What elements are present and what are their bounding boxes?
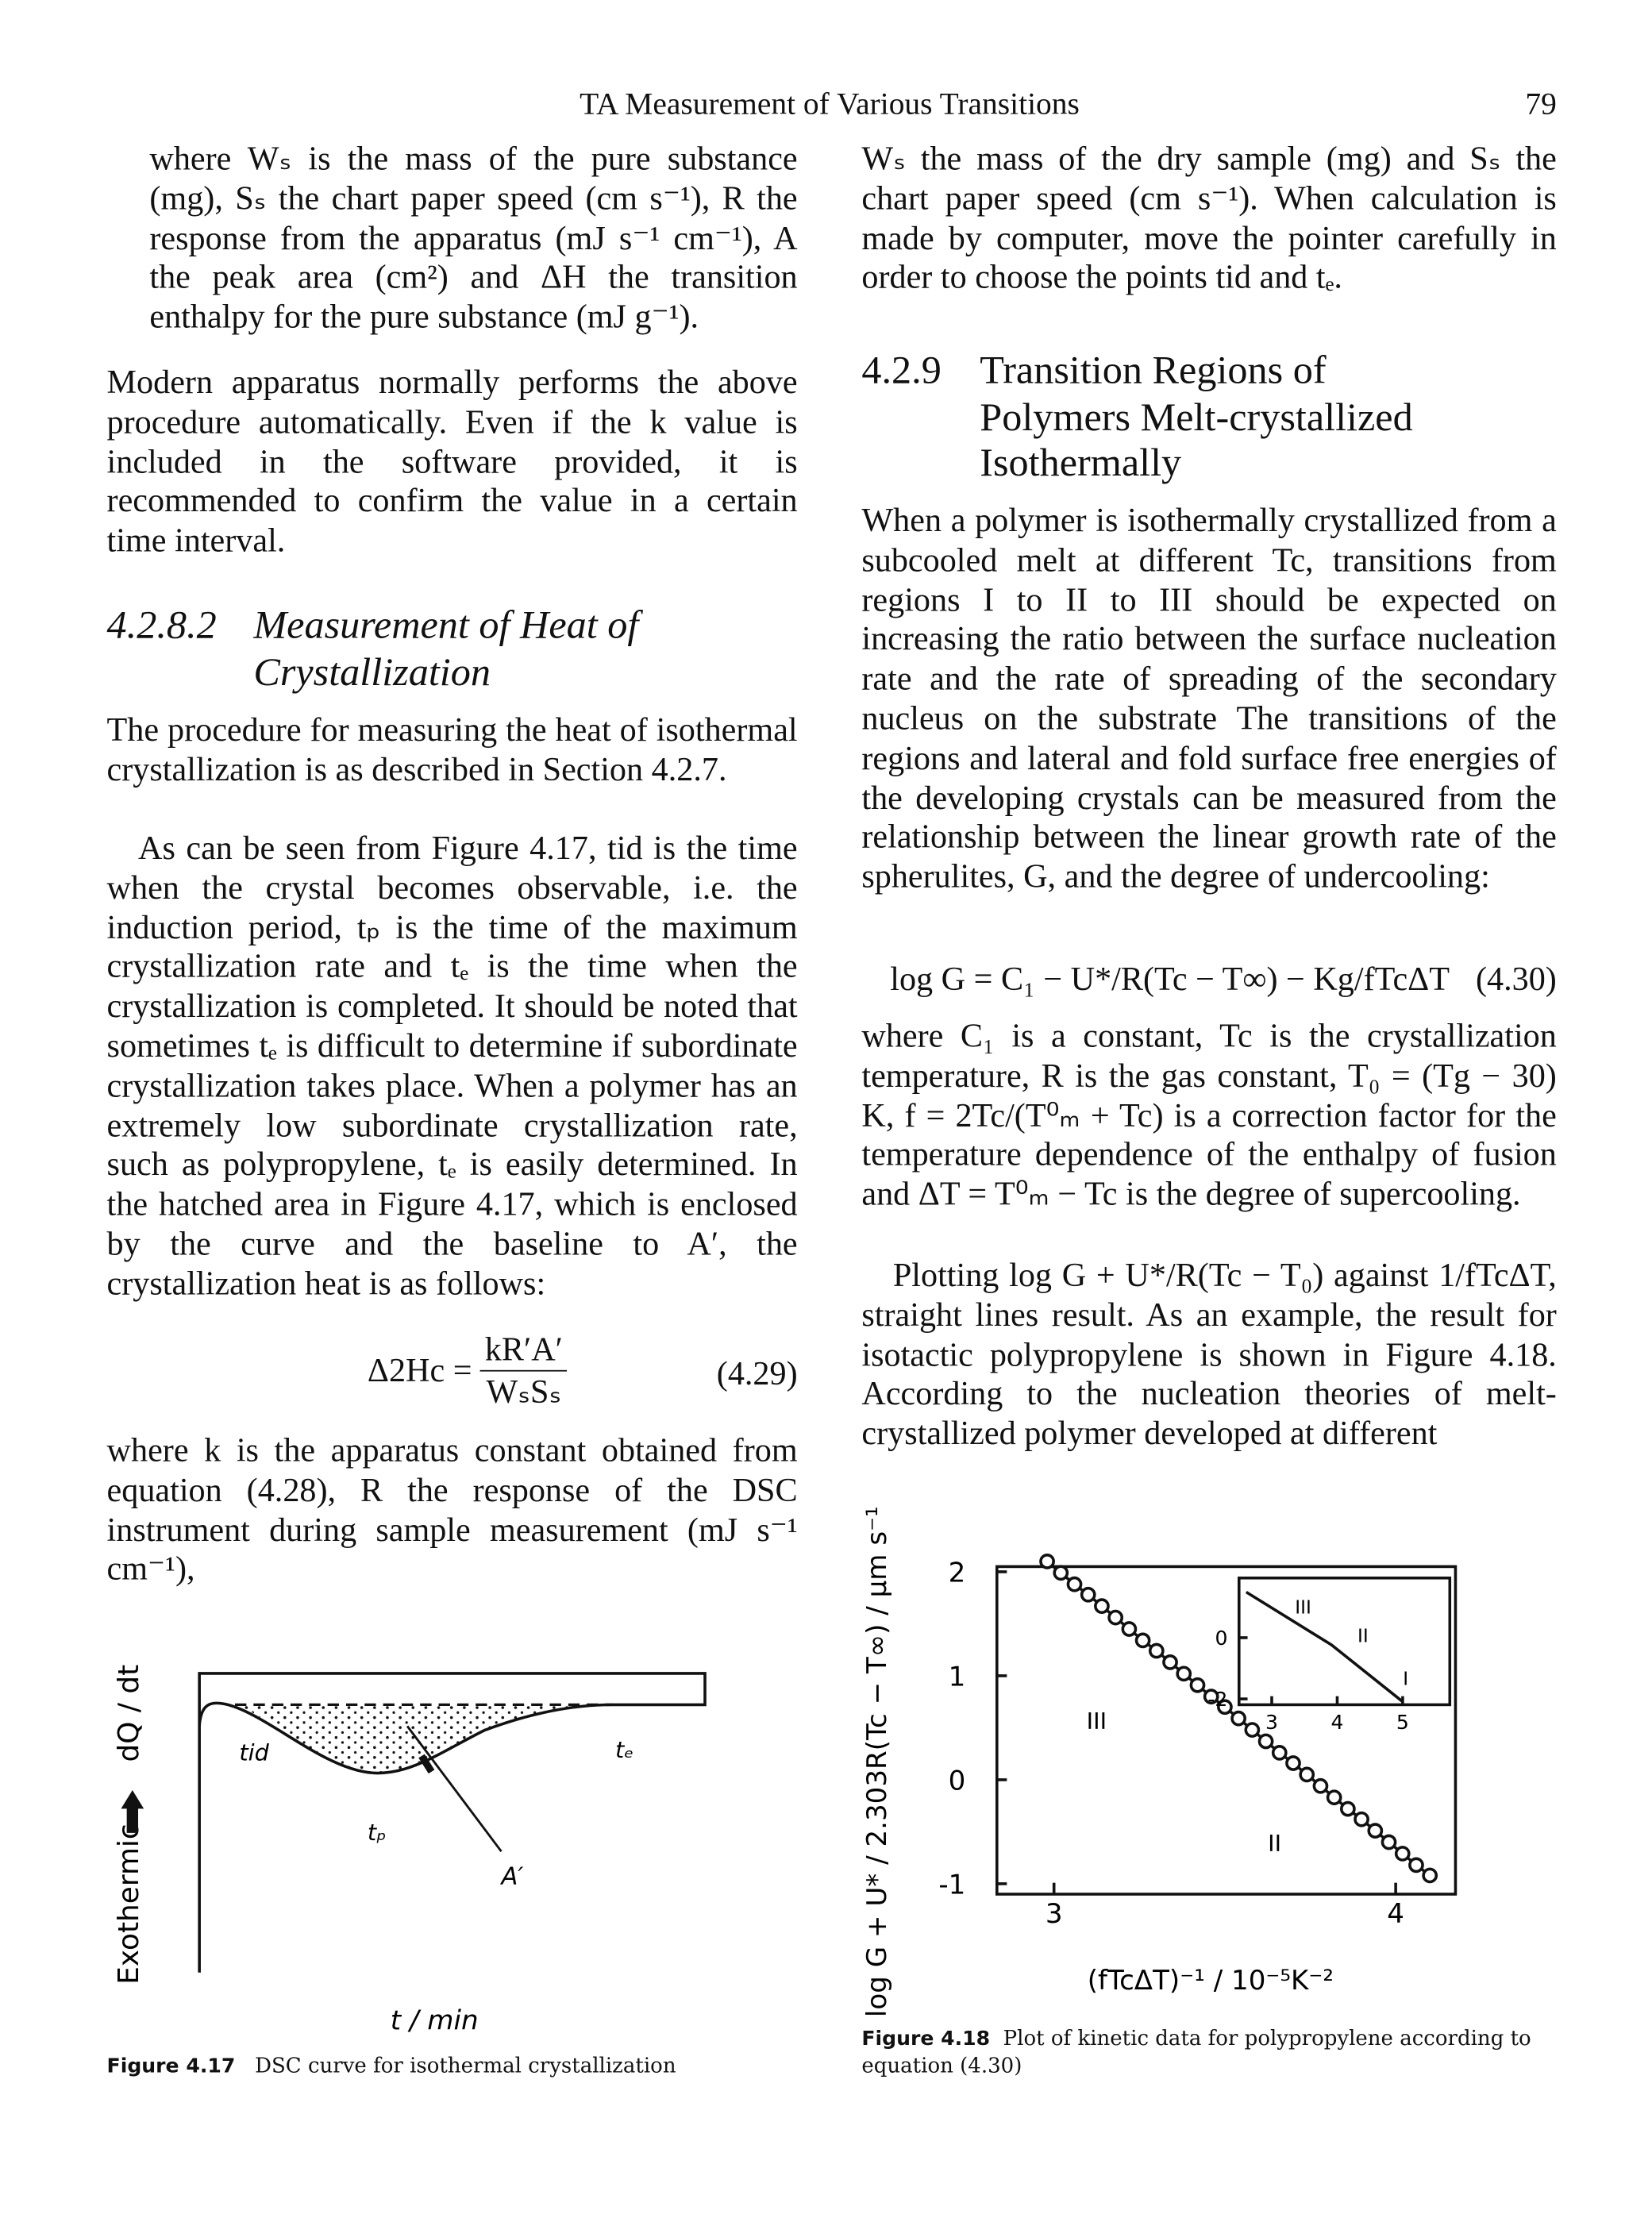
region-label: III: [1087, 1708, 1107, 1735]
hatched-area: [235, 1704, 613, 1773]
data-point: [1408, 1857, 1424, 1873]
data-point: [1066, 1576, 1083, 1592]
figure-4-17: Exothermic dQ / dt tid tₚ tₑ A′ t / min: [113, 1665, 707, 2036]
paragraph: As can be seen from Figure 4.17, tid is …: [106, 830, 798, 1304]
figure-caption: Figure 4.18 Plot of kinetic data for pol…: [861, 2027, 1559, 2081]
data-point: [1039, 1553, 1055, 1569]
inset-x-tick-label: 5: [1396, 1711, 1409, 1734]
paragraph: Modern apparatus normally performs the a…: [106, 364, 798, 560]
paragraph: where Wₛ is the mass of the pure substan…: [149, 141, 798, 337]
data-point: [1189, 1677, 1206, 1693]
section-title: Measurement of Heat of Crystallization: [253, 603, 639, 695]
paragraph: Wₛ the mass of the dry sample (mg) and S…: [861, 141, 1557, 297]
data-point: [1422, 1867, 1438, 1884]
inset-x-tick-label: 3: [1265, 1711, 1278, 1734]
paragraph: When a polymer is isothermally crystalli…: [861, 503, 1557, 896]
point-label: tid: [239, 1739, 269, 1766]
data-point: [1285, 1755, 1301, 1771]
figure-caption: Figure 4.17 DSC curve for isothermal cry…: [107, 2054, 798, 2081]
equation-number: (4.30): [1475, 961, 1557, 999]
data-point: [1121, 1621, 1138, 1637]
plot-frame: [995, 1565, 1458, 1896]
section-title: Transition Regions of Polymers Melt-crys…: [980, 349, 1413, 486]
data-point: [1203, 1689, 1219, 1705]
inset-line: [1245, 1590, 1404, 1703]
fraction: kR′A′ WₛSₛ: [480, 1331, 568, 1413]
pointer-mark: [418, 1754, 435, 1774]
data-point: [1257, 1733, 1274, 1750]
x-axis-label: (fTcΔT)⁻¹ / 10⁻⁵K⁻²: [1088, 1965, 1334, 1997]
pointer-line: [406, 1725, 503, 1853]
page-number: 79: [1525, 85, 1557, 121]
data-point: [1107, 1609, 1124, 1626]
caption-label: Figure 4.18: [861, 2028, 991, 2051]
equation-number: (4.29): [716, 1355, 798, 1393]
data-point: [1367, 1823, 1384, 1839]
caption-text: DSC curve for isothermal crystallization: [255, 2054, 676, 2078]
section-heading: 4.2.8.2 Measurement of Heat of Crystalli…: [107, 604, 798, 697]
data-point: [1394, 1846, 1411, 1862]
paragraph: where C₁ is a constant, Tc is the crysta…: [861, 1018, 1557, 1214]
data-point: [1312, 1777, 1329, 1794]
y-tick-label: -1: [938, 1869, 965, 1900]
data-point: [1162, 1654, 1178, 1670]
section-heading: 4.2.9 Transition Regions of Polymers Mel…: [861, 349, 1556, 488]
y-tick-label: 1: [949, 1661, 966, 1692]
data-point: [1299, 1766, 1315, 1783]
inset-x-tick-label: 4: [1330, 1711, 1343, 1734]
data-point: [1053, 1565, 1069, 1581]
paragraph: where k is the apparatus constant obtain…: [106, 1432, 798, 1589]
numerator: kR′A′: [484, 1331, 563, 1369]
data-point: [1271, 1745, 1288, 1761]
x-tick-label: 4: [1387, 1898, 1404, 1930]
paragraph: Plotting log G + U*/R(Tc − T₀) against 1…: [861, 1257, 1557, 1454]
data-point: [1381, 1834, 1397, 1850]
denominator: WₛSₛ: [480, 1369, 568, 1413]
dsc-curve: [198, 1672, 707, 1973]
data-point: [1230, 1710, 1246, 1727]
inset-frame: [1237, 1576, 1452, 1707]
region-label: II: [1268, 1830, 1281, 1857]
data-point: [1148, 1642, 1165, 1659]
inset-y-tick-label: 0: [1215, 1627, 1227, 1650]
inset-region-label: I: [1403, 1668, 1408, 1689]
data-point: [1326, 1789, 1342, 1806]
caption-label: Figure 4.17: [106, 2054, 236, 2078]
point-label: tₚ: [368, 1819, 387, 1846]
data-point: [1244, 1722, 1261, 1738]
equation: Δ2Hc = kR′A′ WₛSₛ: [368, 1331, 568, 1412]
data-point: [1080, 1586, 1096, 1603]
x-tick-label: 3: [1045, 1898, 1063, 1930]
equation-lhs: Δ2Hc =: [367, 1353, 472, 1390]
point-label: tₑ: [615, 1736, 633, 1763]
data-point: [1134, 1632, 1151, 1649]
inset-region-label: III: [1295, 1597, 1311, 1619]
arrow: [121, 1790, 144, 1833]
data-point: [1094, 1598, 1110, 1615]
section-number: 4.2.9: [861, 349, 942, 394]
inset-y-tick-label: -2: [1207, 1688, 1227, 1711]
data-point: [1176, 1666, 1192, 1682]
section-number: 4.2.8.2: [106, 603, 217, 649]
inset-region-label: II: [1357, 1625, 1369, 1646]
x-axis-label: t / min: [391, 2004, 479, 2036]
data-point: [1354, 1811, 1369, 1827]
area-label: A′: [499, 1862, 523, 1890]
equation: log G = C₁ − U*/R(Tc − T∞) − Kg/fTcΔT: [890, 961, 1450, 999]
data-point: [1217, 1699, 1233, 1716]
y-axis-label: log G + U* / 2.303R(Tc − T∞) / μm s⁻¹: [861, 1506, 893, 2017]
y-tick-label: 0: [949, 1765, 966, 1796]
caption-text: Plot of kinetic data for polypropylene a…: [861, 2028, 1531, 2078]
running-title: TA Measurement of Various Transitions: [580, 85, 1080, 121]
y-axis-quantity: dQ / dt: [113, 1665, 145, 1762]
data-point: [1340, 1800, 1356, 1817]
paragraph: The procedure for measuring the heat of …: [106, 712, 798, 789]
y-tick-label: 2: [949, 1558, 966, 1589]
y-axis-label: Exothermic: [113, 1823, 145, 1984]
